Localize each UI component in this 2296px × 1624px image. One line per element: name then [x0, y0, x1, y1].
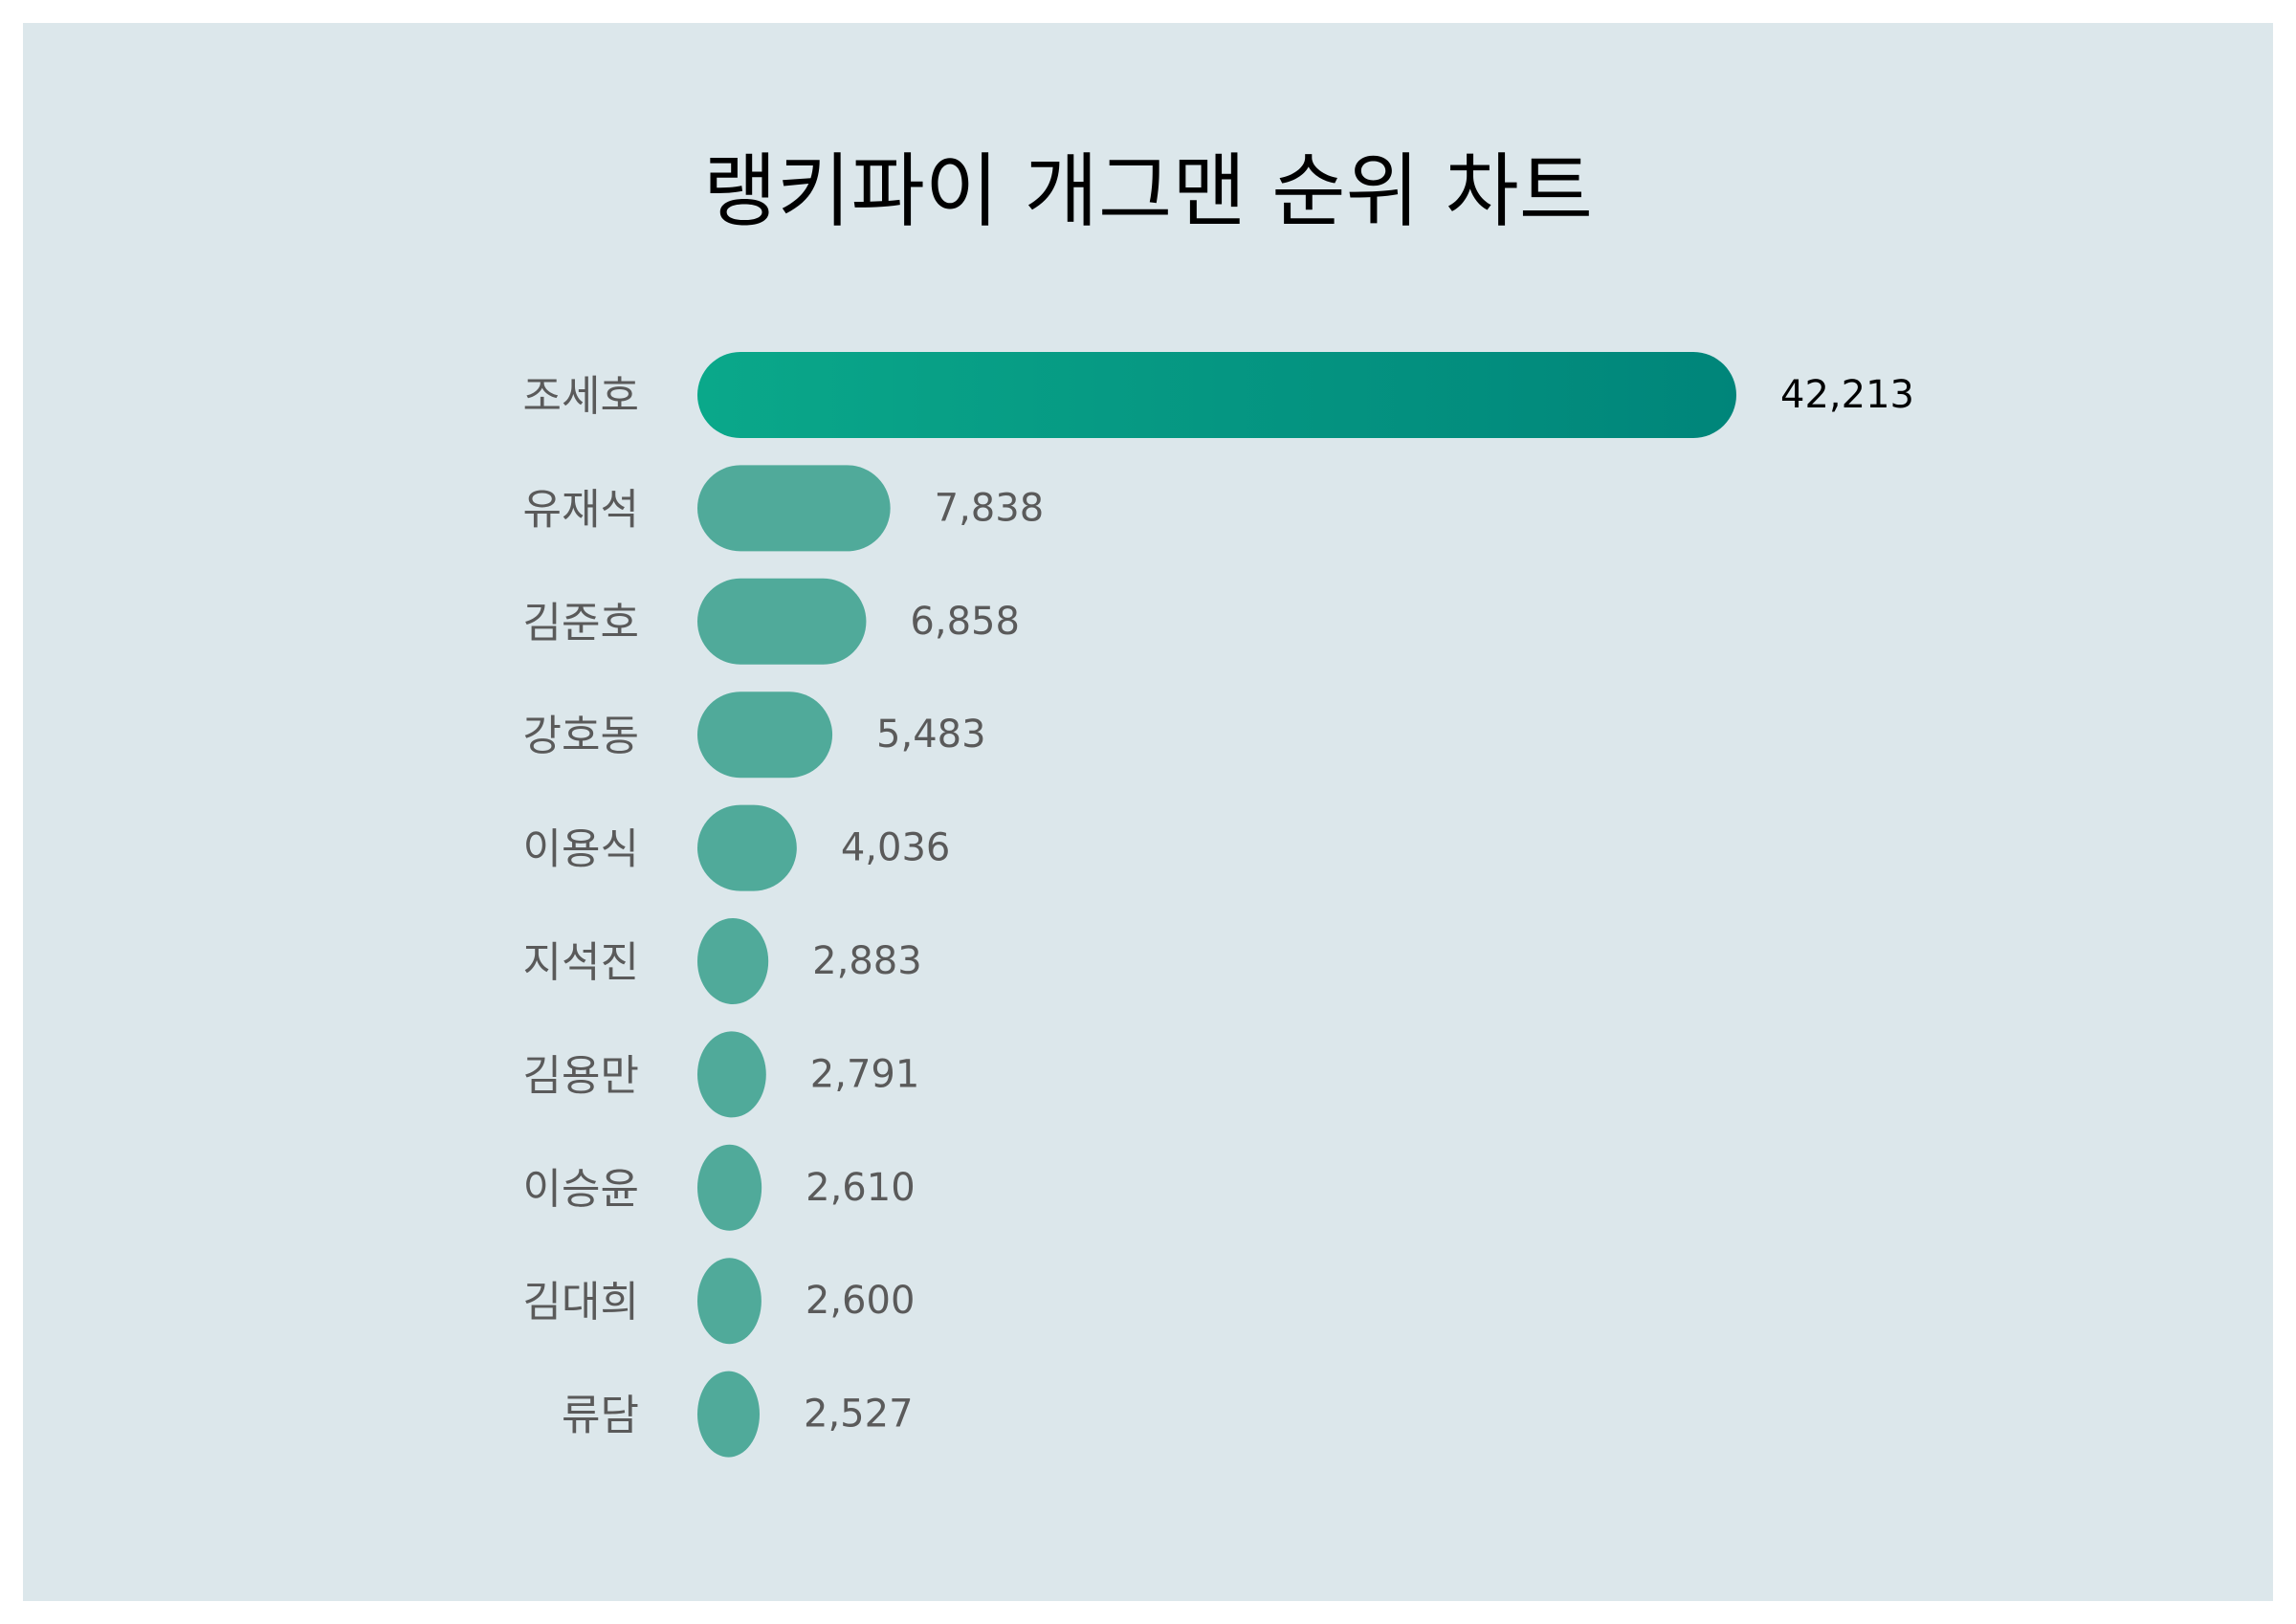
chart-title: 랭키파이 개그맨 순위 차트 — [702, 144, 1594, 238]
bars-group: 조세호 42,213 유재석 7,838 김준호 6,858 강호동 5,483 이용식 4,03… — [523, 352, 1914, 1458]
bar-8 — [697, 1144, 762, 1231]
category-label-2: 유재석 — [523, 485, 639, 534]
value-label-7: 2,791 — [810, 1052, 920, 1096]
category-label-1: 조세호 — [523, 372, 639, 421]
category-label-7: 김용만 — [523, 1051, 639, 1100]
value-label-2: 7,838 — [935, 486, 1045, 530]
bar-4 — [697, 691, 833, 779]
chart-background — [23, 23, 2273, 1601]
value-label-3: 6,858 — [910, 600, 1020, 644]
category-label-8: 이승윤 — [523, 1165, 639, 1214]
value-label-6: 2,883 — [812, 939, 922, 983]
value-label-9: 2,600 — [806, 1279, 916, 1323]
bar-3 — [697, 578, 867, 665]
bar-7 — [697, 1031, 766, 1118]
value-label-5: 4,036 — [841, 826, 951, 870]
bar-6 — [697, 918, 769, 1004]
bar-5 — [697, 804, 797, 891]
category-label-4: 강호동 — [523, 712, 639, 760]
value-label-4: 5,483 — [876, 713, 986, 757]
value-label-8: 2,610 — [806, 1166, 916, 1210]
category-label-10: 류담 — [562, 1392, 639, 1440]
bar-2 — [697, 465, 891, 552]
category-label-3: 김준호 — [523, 599, 639, 647]
category-label-5: 이용식 — [523, 825, 639, 874]
category-label-9: 김대희 — [523, 1278, 639, 1327]
value-label-10: 2,527 — [804, 1393, 914, 1437]
value-label-1: 42,213 — [1780, 373, 1914, 417]
bar-10 — [697, 1371, 761, 1458]
category-label-6: 지석진 — [523, 938, 639, 987]
bar-1 — [697, 352, 1736, 438]
bar-9 — [697, 1258, 762, 1345]
